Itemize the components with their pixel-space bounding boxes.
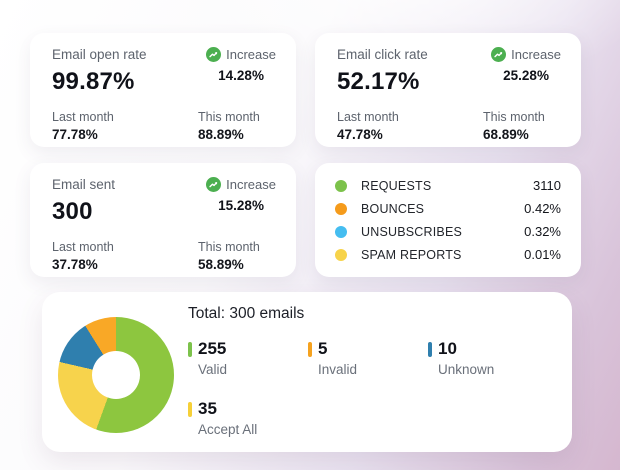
trend-value: 15.28%: [218, 198, 264, 213]
stat-title: Email open rate: [52, 47, 147, 62]
metric-value: 3110: [533, 178, 561, 193]
metric-value: 0.01%: [524, 247, 561, 262]
last-month-block: Last month 47.78%: [337, 110, 399, 142]
summary-stat-unknown: 10 Unknown: [428, 339, 548, 377]
this-month-label: This month: [483, 110, 545, 125]
metric-label: BOUNCES: [361, 201, 425, 216]
bounces-dot-icon: [335, 202, 347, 215]
stat-title: Email sent: [52, 177, 116, 192]
stat-count: 5: [318, 339, 328, 358]
last-month-label: Last month: [337, 110, 399, 125]
last-month-block: Last month 77.78%: [52, 110, 114, 142]
card-email-click-rate: Email click rate 52.17% Increase 25.28% …: [315, 33, 581, 147]
stat-count: 255: [198, 339, 227, 358]
metric-label: REQUESTS: [361, 178, 432, 193]
unsubscribes-dot-icon: [335, 225, 347, 238]
stat-label: Invalid: [318, 362, 358, 377]
summary-stat-invalid: 5 Invalid: [308, 339, 428, 377]
summary-title: Total: 300 emails: [188, 305, 305, 322]
card-email-summary: Total: 300 emails 255 Valid 5 Invalid: [42, 292, 572, 452]
card-top-row: Email open rate 99.87% Increase 14.28%: [52, 47, 276, 96]
last-month-value: 37.78%: [52, 257, 98, 273]
card-bottom-row: Last month 77.78% This month 88.89%: [52, 110, 276, 142]
trend-block: Increase 14.28%: [206, 47, 276, 83]
this-month-block: This month 68.89%: [483, 110, 561, 142]
card-metrics-list: REQUESTS 3110 BOUNCES 0.42% UNSUBSCRIBES…: [315, 163, 581, 277]
valid-marker-icon: [188, 341, 192, 357]
trend-block: Increase 15.28%: [206, 177, 276, 213]
metric-row-bounces: BOUNCES 0.42%: [335, 201, 561, 216]
stat-count: 35: [198, 399, 217, 418]
donut-chart: [58, 317, 174, 433]
stat-title: Email click rate: [337, 47, 428, 62]
trend-up-circle-icon: [206, 47, 222, 62]
stat-value: 300: [52, 198, 93, 226]
card-email-open-rate: Email open rate 99.87% Increase 14.28% L…: [30, 33, 296, 147]
trend-value: 25.28%: [503, 68, 549, 83]
stat-label: Unknown: [438, 362, 495, 377]
metric-value: 0.42%: [524, 201, 561, 216]
last-month-value: 77.78%: [52, 127, 98, 143]
metric-label: UNSUBSCRIBES: [361, 224, 463, 239]
this-month-label: This month: [198, 240, 260, 255]
stat-label: Valid: [198, 362, 228, 377]
card-email-sent: Email sent 300 Increase 15.28% Last mont…: [30, 163, 296, 277]
summary-stat-accept-all: 35 Accept All: [188, 399, 308, 437]
trend-label: Increase: [226, 47, 276, 62]
trend-up-circle-icon: [206, 177, 222, 192]
metric-label: SPAM REPORTS: [361, 247, 462, 262]
trend-label: Increase: [511, 47, 561, 62]
this-month-label: This month: [198, 110, 260, 125]
invalid-marker-icon: [308, 341, 312, 357]
last-month-block: Last month 37.78%: [52, 240, 114, 272]
stat-main: Email open rate 99.87%: [52, 47, 147, 96]
requests-dot-icon: [335, 179, 347, 192]
stat-value: 99.87%: [52, 68, 135, 96]
metric-row-requests: REQUESTS 3110: [335, 178, 561, 193]
last-month-value: 47.78%: [337, 127, 383, 143]
trend-value: 14.28%: [218, 68, 264, 83]
metric-value: 0.32%: [524, 224, 561, 239]
metric-row-spam-reports: SPAM REPORTS 0.01%: [335, 247, 561, 262]
this-month-value: 88.89%: [198, 127, 244, 143]
metric-row-unsubscribes: UNSUBSCRIBES 0.32%: [335, 224, 561, 239]
this-month-value: 58.89%: [198, 257, 244, 273]
last-month-label: Last month: [52, 240, 114, 255]
unknown-marker-icon: [428, 341, 432, 357]
summary-block: Total: 300 emails 255 Valid 5 Invalid: [188, 305, 556, 437]
last-month-label: Last month: [52, 110, 114, 125]
spam-reports-dot-icon: [335, 248, 347, 261]
stat-count: 10: [438, 339, 457, 358]
stat-label: Accept All: [198, 422, 258, 437]
accept-all-marker-icon: [188, 401, 192, 417]
stat-value: 52.17%: [337, 68, 420, 96]
trend-block: Increase 25.28%: [491, 47, 561, 83]
trend-up-circle-icon: [491, 47, 507, 62]
this-month-block: This month 58.89%: [198, 240, 276, 272]
summary-stat-valid: 255 Valid: [188, 339, 308, 377]
trend-label: Increase: [226, 177, 276, 192]
this-month-value: 68.89%: [483, 127, 529, 143]
this-month-block: This month 88.89%: [198, 110, 276, 142]
